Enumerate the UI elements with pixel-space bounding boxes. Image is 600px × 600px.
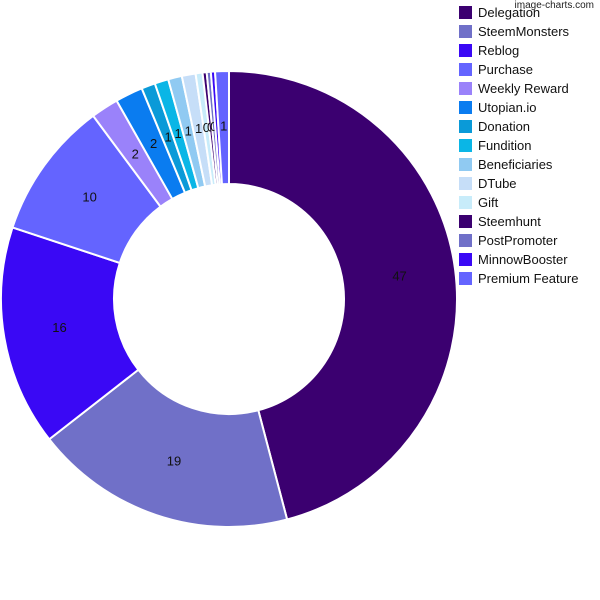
- legend-label: Gift: [478, 195, 499, 210]
- legend-swatch: [459, 139, 472, 152]
- legend-swatch: [459, 215, 472, 228]
- slice-label: 1: [174, 126, 181, 141]
- chart-legend: Delegation SteemMonsters Reblog Purchase Wee…: [459, 3, 578, 288]
- legend-label: Utopian.io: [478, 100, 537, 115]
- legend-swatch: [459, 82, 472, 95]
- slice-label: 2: [132, 146, 139, 161]
- legend-label: MinnowBooster: [478, 252, 568, 267]
- slice-label: 0: [210, 119, 217, 134]
- slice-label: 16: [52, 320, 66, 335]
- legend-swatch: [459, 44, 472, 57]
- slice-label: 0: [207, 119, 214, 134]
- legend-label: Delegation: [478, 5, 541, 20]
- legend-item: Reblog: [459, 41, 578, 60]
- legend-item: DTube: [459, 174, 578, 193]
- legend-swatch: [459, 63, 472, 76]
- legend-label: Reblog: [478, 43, 520, 58]
- legend-swatch: [459, 177, 472, 190]
- legend-label: DTube: [478, 176, 517, 191]
- legend-swatch: [459, 253, 472, 266]
- slice-label: 0: [203, 120, 210, 135]
- slice-reblog: [0, 226, 140, 441]
- legend-item: MinnowBooster: [459, 250, 578, 269]
- legend-swatch: [459, 234, 472, 247]
- legend-item: Steemhunt: [459, 212, 578, 231]
- legend-swatch: [459, 25, 472, 38]
- legend-swatch: [459, 158, 472, 171]
- legend-item: Premium Feature: [459, 269, 578, 288]
- slice-label: 1: [195, 121, 202, 136]
- legend-item: Fundition: [459, 136, 578, 155]
- legend-item: Beneficiaries: [459, 155, 578, 174]
- legend-item: Delegation: [459, 3, 578, 22]
- slice-label: 2: [150, 136, 157, 151]
- legend-swatch: [459, 272, 472, 285]
- slice-delegation: [228, 69, 458, 521]
- watermark-text: image-charts.com: [514, 0, 594, 11]
- legend-label: Fundition: [478, 138, 532, 153]
- legend-label: SteemMonsters: [478, 24, 570, 39]
- legend-swatch: [459, 6, 472, 19]
- legend-label: PostPromoter: [478, 233, 558, 248]
- legend-label: Premium Feature: [478, 271, 579, 286]
- legend-label: Purchase: [478, 62, 533, 77]
- slice-label: 47: [392, 268, 406, 283]
- legend-swatch: [459, 196, 472, 209]
- legend-item: Utopian.io: [459, 98, 578, 117]
- legend-item: SteemMonsters: [459, 22, 578, 41]
- legend-label: Weekly Reward: [478, 81, 569, 96]
- legend-swatch: [459, 101, 472, 114]
- slice-label: 1: [220, 119, 227, 134]
- slice-label: 19: [167, 453, 181, 468]
- legend-item: Purchase: [459, 60, 578, 79]
- slice-premium-feature: [213, 69, 230, 186]
- legend-item: PostPromoter: [459, 231, 578, 250]
- legend-item: Donation: [459, 117, 578, 136]
- slice-steemmonsters: [47, 368, 289, 528]
- slice-label: 10: [82, 190, 96, 205]
- legend-item: Weekly Reward: [459, 79, 578, 98]
- legend-label: Steemhunt: [478, 214, 541, 229]
- legend-label: Donation: [478, 119, 531, 134]
- legend-swatch: [459, 120, 472, 133]
- legend-label: Beneficiaries: [478, 157, 553, 172]
- slice-label: 1: [164, 130, 171, 145]
- slice-label: 1: [185, 123, 192, 138]
- legend-item: Gift: [459, 193, 578, 212]
